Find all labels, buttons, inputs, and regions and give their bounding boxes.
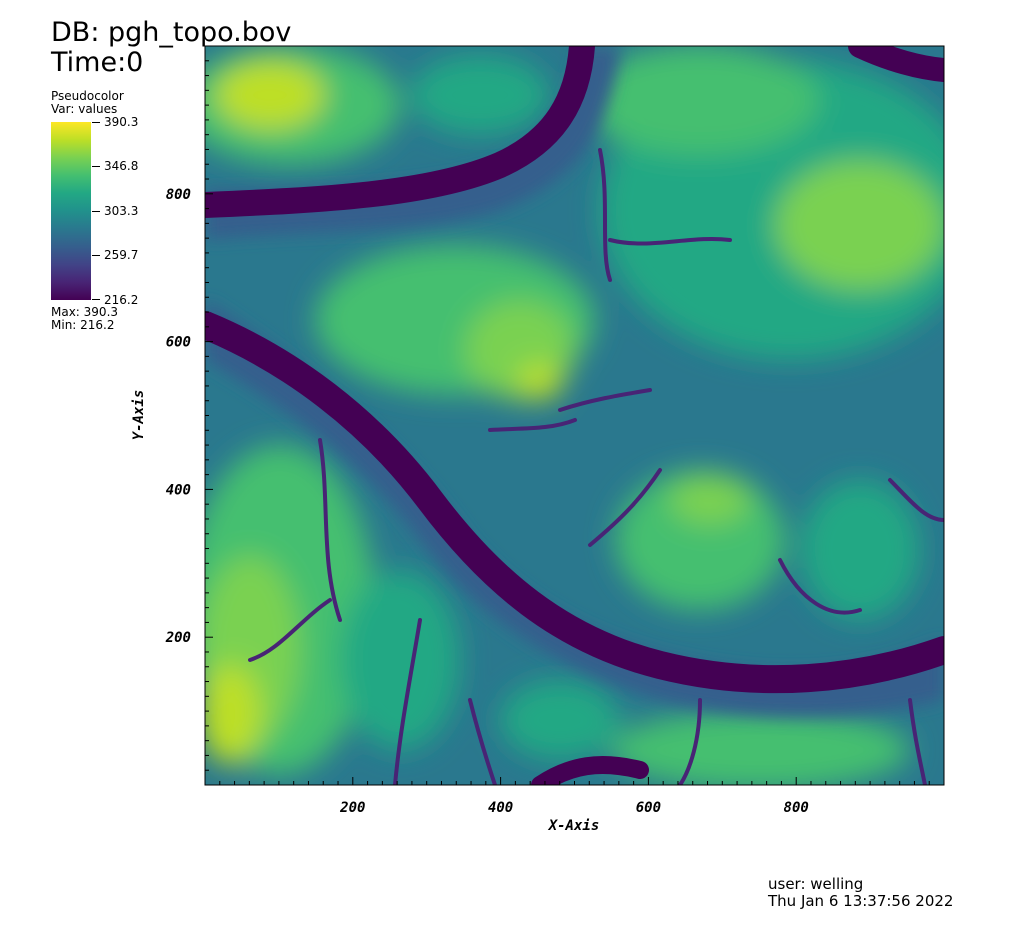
heatmap-image xyxy=(205,46,944,785)
river-ohio xyxy=(205,311,944,694)
y-tick-label: 200 xyxy=(165,630,191,646)
creek xyxy=(908,698,927,785)
x-tick-label: 600 xyxy=(636,800,661,816)
legend-label-min: 216.2 xyxy=(104,293,139,307)
legend-tick xyxy=(92,255,100,256)
terrain-patch xyxy=(215,60,325,130)
y-tick-label: 400 xyxy=(166,482,191,498)
creek xyxy=(598,148,612,282)
database-title: DB: pgh_topo.bov xyxy=(51,17,292,48)
creek xyxy=(558,388,652,412)
creek xyxy=(488,418,577,432)
terrain-patch xyxy=(610,710,910,785)
legend-label-max: 390.3 xyxy=(104,115,139,129)
creek xyxy=(678,698,702,785)
creek xyxy=(588,468,662,547)
legend-plot-type: Pseudocolor xyxy=(51,89,124,103)
legend-variable: Var: values xyxy=(51,102,118,116)
footer-user: user: welling xyxy=(768,875,864,893)
legend-tick xyxy=(92,299,100,300)
legend-label: 303.3 xyxy=(104,204,139,218)
x-tick-label: 200 xyxy=(339,800,365,816)
legend-min-value: Min: 216.2 xyxy=(51,318,115,332)
creek xyxy=(778,558,862,615)
legend-tick xyxy=(92,166,100,167)
time-title: Time:0 xyxy=(51,47,144,78)
creek xyxy=(248,598,332,662)
terrain-patch xyxy=(670,475,750,525)
legend-max-value: Max: 390.3 xyxy=(51,305,119,319)
creek xyxy=(393,618,422,785)
creek xyxy=(468,698,497,785)
legend-tick xyxy=(92,211,100,212)
x-axis-title: X-Axis xyxy=(548,818,600,834)
creek xyxy=(608,236,732,246)
y-tick-label: 800 xyxy=(166,187,191,203)
x-tick-label: 400 xyxy=(488,800,513,816)
y-axis-title: Y-Axis xyxy=(131,390,147,441)
river-south xyxy=(531,756,649,785)
axes: 200 400 600 800 200 400 600 800 xyxy=(165,60,930,816)
terrain-patch xyxy=(800,480,920,620)
x-tick-label: 800 xyxy=(784,800,809,816)
legend-label: 346.8 xyxy=(104,159,139,173)
terrain-patch xyxy=(340,570,460,750)
creek xyxy=(888,478,944,522)
creek xyxy=(318,438,342,622)
river-allegheny xyxy=(205,46,595,218)
terrain-patch xyxy=(410,55,550,135)
terrain-patch xyxy=(580,46,820,155)
footer-date: Thu Jan 6 13:37:56 2022 xyxy=(768,892,954,910)
terrain-patch xyxy=(205,665,260,765)
river-north xyxy=(848,46,944,82)
terrain-patch xyxy=(500,680,620,760)
legend-colorbar xyxy=(51,122,91,300)
legend-label: 259.7 xyxy=(104,248,139,262)
y-tick-label: 600 xyxy=(166,335,191,351)
terrain-patch xyxy=(775,160,944,290)
legend-tick xyxy=(92,122,100,123)
terrain-patch xyxy=(518,364,562,400)
